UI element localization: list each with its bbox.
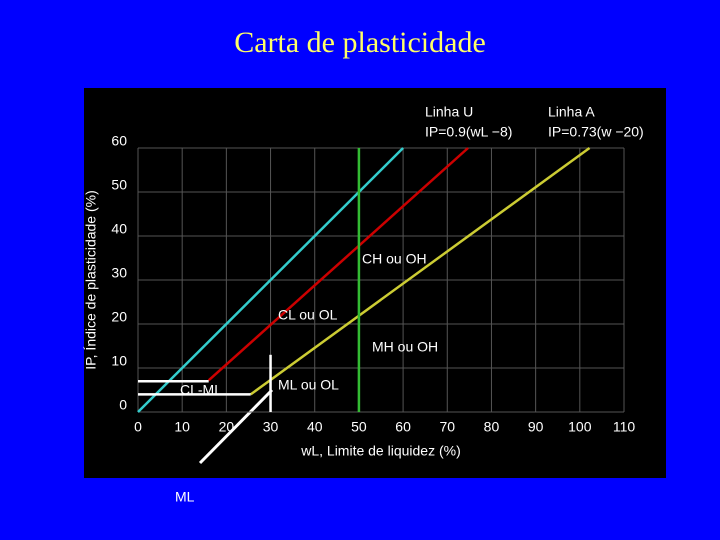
annotation: ML ou OL	[278, 377, 339, 393]
annotation: IP=0.73(w −20)	[548, 124, 644, 140]
y-tick-label: 20	[111, 309, 127, 325]
x-tick-label: 70	[439, 419, 455, 435]
annotation: CL ou OL	[278, 307, 338, 323]
chart-title: Carta de plasticidade	[234, 26, 486, 59]
y-tick-label: 0	[119, 397, 127, 413]
annotation: MH ou OH	[372, 339, 438, 355]
x-tick-label: 100	[568, 419, 592, 435]
annotation: ML	[175, 489, 195, 505]
y-tick-label: 60	[111, 133, 127, 149]
x-tick-label: 90	[528, 419, 544, 435]
x-tick-label: 0	[134, 419, 142, 435]
x-tick-label: 110	[613, 419, 636, 435]
x-tick-label: 50	[351, 419, 367, 435]
x-tick-label: 40	[307, 419, 323, 435]
y-tick-label: 10	[111, 353, 127, 369]
data-line	[207, 147, 469, 382]
plot-panel	[84, 88, 666, 478]
annotation: Linha A	[548, 104, 595, 120]
data-line	[249, 146, 591, 396]
y-tick-label: 30	[111, 265, 127, 281]
annotation: IP=0.9(wL −8)	[425, 124, 512, 140]
annotation: CH ou OH	[362, 251, 427, 267]
x-axis-label: wL, Limite de liquidez (%)	[300, 443, 461, 459]
x-tick-label: 30	[263, 419, 279, 435]
x-tick-label: 60	[395, 419, 411, 435]
x-tick-label: 10	[174, 419, 190, 435]
x-tick-label: 80	[484, 419, 500, 435]
y-axis-label: IP, Índice de plasticidade (%)	[83, 190, 99, 370]
y-tick-label: 50	[111, 177, 127, 193]
y-tick-label: 40	[111, 221, 127, 237]
pointer-arrow	[198, 388, 274, 465]
annotation: CL-ML	[180, 382, 222, 398]
annotation: Linha U	[425, 104, 473, 120]
x-tick-label: 20	[219, 419, 235, 435]
